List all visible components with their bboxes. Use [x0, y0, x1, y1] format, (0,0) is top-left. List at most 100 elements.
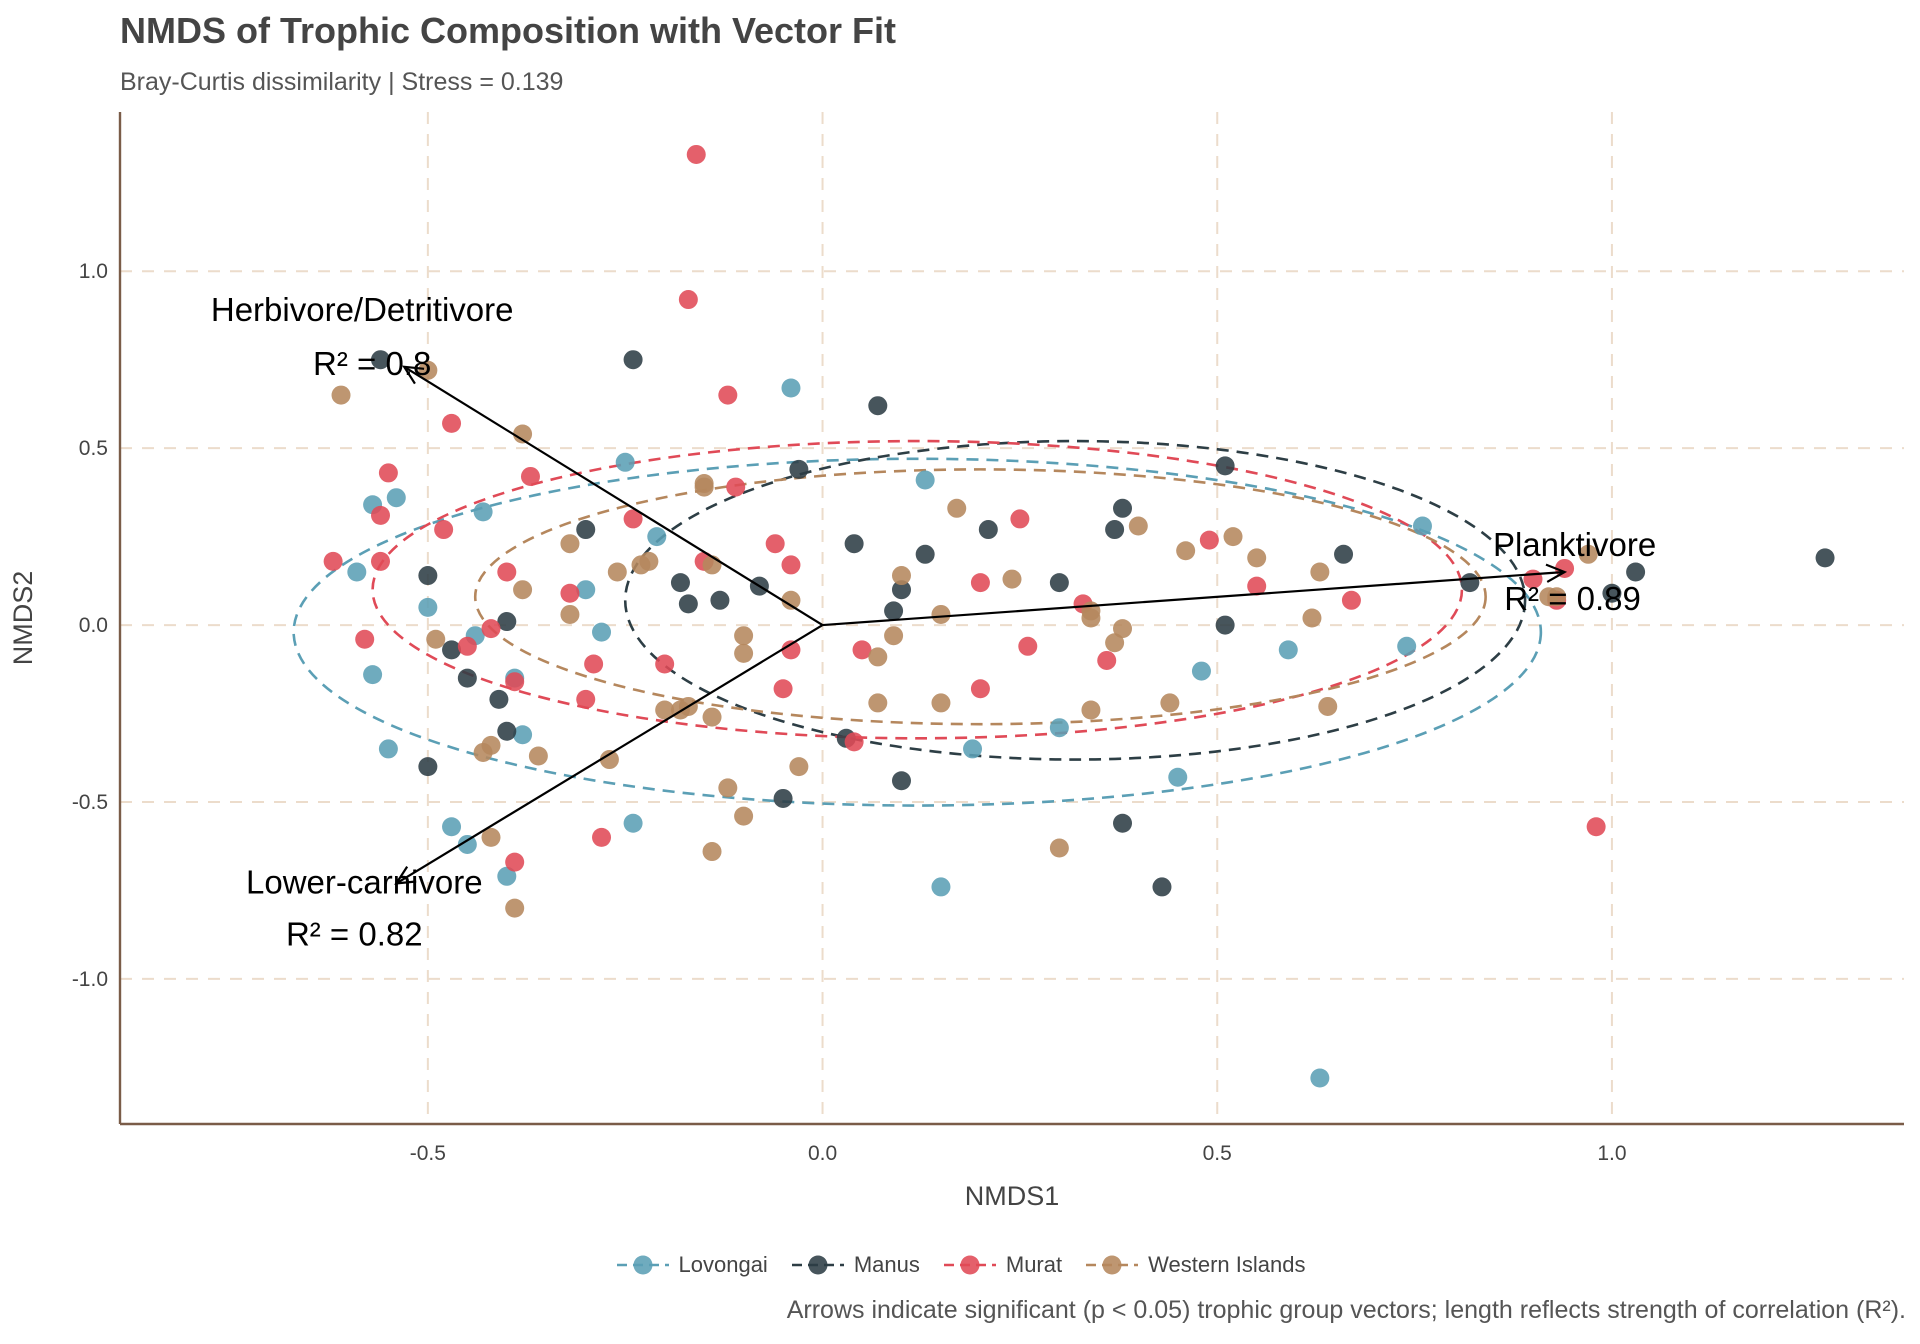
- data-point: [434, 520, 454, 540]
- data-point: [497, 612, 517, 632]
- y-tick-label: 1.0: [79, 260, 108, 283]
- data-point: [513, 725, 533, 745]
- data-point: [702, 555, 722, 575]
- data-point: [1010, 509, 1030, 529]
- data-point: [442, 817, 462, 837]
- trophic-vectors: Herbivore/Detritivore R² = 0.8 Lower-carni…: [211, 291, 1656, 953]
- data-point: [726, 477, 746, 497]
- data-point: [1049, 573, 1069, 593]
- legend-key: [791, 1255, 844, 1275]
- vector-line: [403, 365, 824, 627]
- ellipse-manus: [623, 439, 1527, 761]
- data-point: [442, 640, 462, 660]
- data-point: [915, 470, 935, 490]
- legend-key-point: [1102, 1255, 1122, 1275]
- vector-r2-label: R² = 0.8: [313, 345, 431, 382]
- data-point: [457, 636, 477, 656]
- x-tick-label: 0.5: [1203, 1142, 1232, 1165]
- data-point: [1302, 608, 1322, 628]
- data-point: [1152, 877, 1172, 897]
- data-point: [1310, 562, 1330, 582]
- data-point: [868, 693, 888, 713]
- data-point: [378, 463, 398, 483]
- legend: Lovongai Manus Murat Western Islands: [0, 1250, 1920, 1280]
- data-point: [1081, 601, 1101, 621]
- data-point: [584, 654, 604, 674]
- ellipse-western-islands: [473, 468, 1487, 726]
- data-point: [1547, 587, 1567, 607]
- legend-item-murat: Murat: [942, 1250, 1062, 1280]
- y-tick-label: 0.0: [79, 614, 108, 637]
- data-point: [1113, 813, 1133, 833]
- data-point: [1460, 573, 1480, 593]
- data-point: [1160, 693, 1180, 713]
- legend-key-point: [960, 1255, 980, 1275]
- legend-key-point: [633, 1255, 653, 1275]
- data-point: [1215, 456, 1235, 476]
- x-axis-label: NMDS1: [965, 1181, 1060, 1211]
- y-tick-label: -1.0: [72, 968, 108, 991]
- data-point: [789, 459, 809, 479]
- legend-label: Western Islands: [1148, 1252, 1306, 1277]
- data-point: [623, 813, 643, 833]
- data-point: [1113, 619, 1133, 639]
- data-point: [505, 852, 525, 872]
- data-point: [655, 654, 675, 674]
- data-point: [773, 788, 793, 808]
- data-point: [560, 534, 580, 554]
- data-points: [323, 144, 1835, 1088]
- data-point: [773, 679, 793, 699]
- data-point: [1341, 590, 1361, 610]
- data-point: [1191, 661, 1211, 681]
- data-point: [970, 573, 990, 593]
- data-point: [592, 622, 612, 642]
- data-point: [678, 594, 698, 614]
- vector-label: Planktivore: [1493, 526, 1656, 563]
- vector-arrowhead: [394, 866, 417, 885]
- data-point: [355, 629, 375, 649]
- data-point: [560, 604, 580, 624]
- data-point: [702, 842, 722, 862]
- data-point: [765, 534, 785, 554]
- data-point: [426, 629, 446, 649]
- legend-key-point: [808, 1255, 828, 1275]
- data-point: [931, 604, 951, 624]
- data-point: [852, 640, 872, 660]
- legend-label: Lovongai: [678, 1252, 768, 1277]
- data-point: [347, 562, 367, 582]
- axes: [118, 112, 1904, 1126]
- ellipse-murat: [371, 439, 1464, 740]
- data-point: [647, 527, 667, 547]
- data-point: [1081, 700, 1101, 720]
- chart-title: NMDS of Trophic Composition with Vector …: [120, 10, 896, 51]
- grid-lines: [120, 112, 1904, 1124]
- data-point: [639, 551, 659, 571]
- data-point: [599, 750, 619, 770]
- data-point: [686, 144, 706, 164]
- data-point: [1334, 544, 1354, 564]
- data-point: [1310, 1068, 1330, 1088]
- caption: Arrows indicate significant (p < 0.05) t…: [786, 1296, 1906, 1324]
- data-point: [978, 520, 998, 540]
- data-point: [970, 679, 990, 699]
- data-point: [1105, 633, 1125, 653]
- data-point: [489, 689, 509, 709]
- data-point: [670, 573, 690, 593]
- data-point: [1278, 640, 1298, 660]
- data-point: [528, 746, 548, 766]
- data-point: [418, 360, 438, 380]
- data-point: [1097, 650, 1117, 670]
- data-point: [481, 827, 501, 847]
- data-point: [655, 700, 675, 720]
- data-point: [418, 597, 438, 617]
- data-point: [931, 693, 951, 713]
- data-point: [1586, 817, 1606, 837]
- data-point: [505, 898, 525, 918]
- data-point: [513, 580, 533, 600]
- data-point: [473, 502, 493, 522]
- data-point: [576, 520, 596, 540]
- data-point: [844, 732, 864, 752]
- data-point: [947, 498, 967, 518]
- y-tick-label: 0.5: [79, 437, 108, 460]
- ellipse-lovongai: [292, 457, 1543, 807]
